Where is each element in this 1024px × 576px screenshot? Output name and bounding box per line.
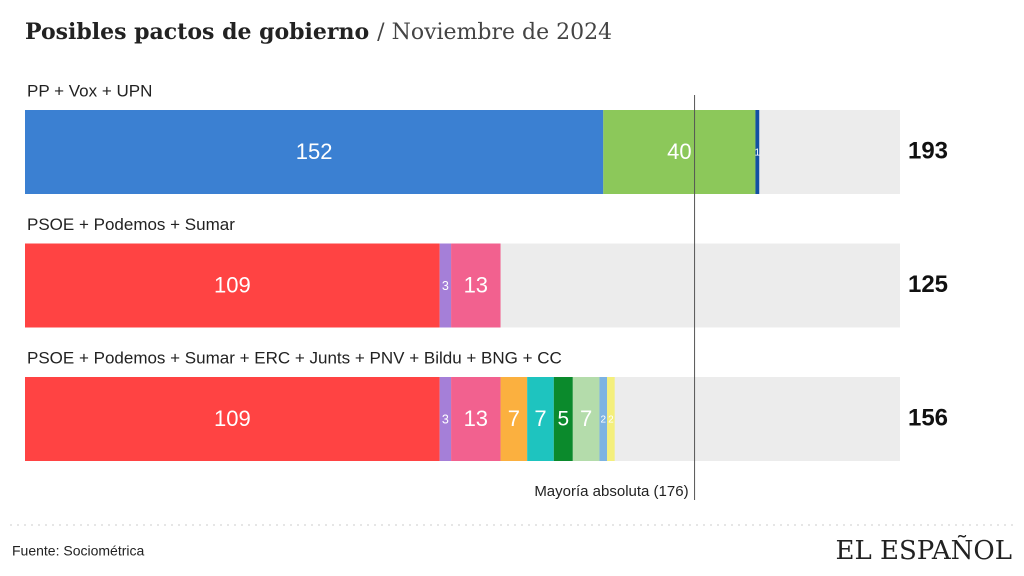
bar-segment: [572, 377, 600, 461]
row-total: 156: [908, 404, 948, 431]
bar-segment: [439, 377, 452, 461]
segment-label: 2: [608, 415, 614, 426]
segment-label: 7: [580, 406, 592, 431]
segment-label: 7: [508, 406, 520, 431]
bar-segment: [599, 377, 608, 461]
row-label: PSOE + Podemos + Sumar + ERC + Junts + P…: [27, 348, 562, 367]
row-total: 125: [908, 271, 948, 298]
segment-label: 7: [534, 406, 546, 431]
chart-title: Posibles pactos de gobierno / Noviembre d…: [25, 19, 612, 45]
segment-label: 40: [667, 139, 691, 164]
row-total: 193: [908, 137, 948, 164]
segment-label: 2: [600, 415, 606, 426]
segment-label: 1: [755, 148, 761, 159]
segment-label: 3: [442, 412, 449, 426]
bar-segment: [451, 243, 501, 328]
bar-segment: [25, 377, 440, 461]
segment-label: 13: [464, 272, 488, 297]
segment-label: 13: [464, 406, 488, 431]
subtitle: / Noviembre de 2024: [377, 20, 612, 45]
segment-label: 5: [557, 408, 569, 431]
logo: EL ESPAÑOL: [835, 534, 1012, 566]
segment-label: 152: [296, 139, 333, 164]
bar-segment: [607, 377, 615, 461]
row-label: PSOE + Podemos + Sumar: [27, 215, 235, 234]
bar-segment: [439, 243, 452, 328]
row-label: PP + Vox + UPN: [27, 81, 152, 100]
source: Fuente: Sociométrica: [12, 543, 144, 559]
segment-label: 109: [214, 272, 251, 297]
bar-segment: [500, 377, 528, 461]
segment-label: 3: [442, 279, 449, 293]
bar-segment: [25, 243, 440, 328]
title: Posibles pactos de gobierno: [25, 19, 369, 45]
bar-segment: [451, 377, 501, 461]
bar-segment: [603, 110, 756, 194]
bar-segment: [527, 377, 554, 461]
segment-label: 109: [214, 406, 251, 431]
reference-label: Mayoría absoluta (176): [534, 483, 688, 500]
bar-segment: [25, 110, 604, 194]
bar-segment: [553, 377, 573, 461]
bar-segment: [755, 110, 760, 194]
